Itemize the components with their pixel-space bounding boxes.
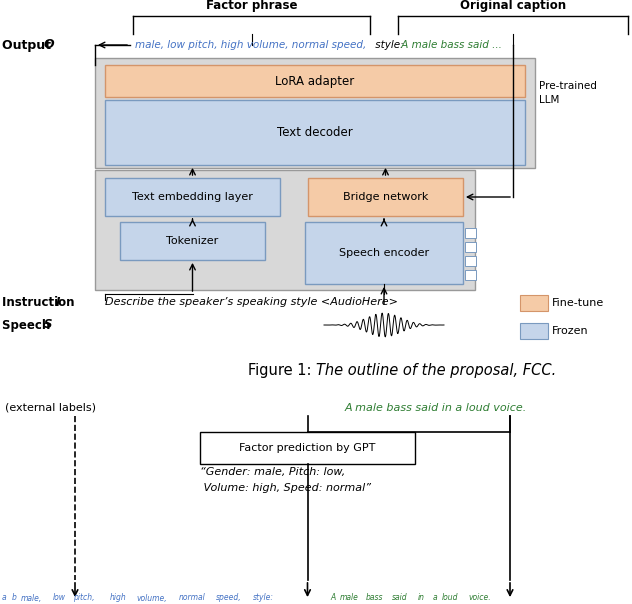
Text: Instruction: Instruction (2, 295, 78, 309)
Text: bass: bass (365, 594, 383, 603)
FancyBboxPatch shape (465, 242, 476, 252)
Text: loud: loud (442, 594, 458, 603)
Text: Factor prediction by GPT: Factor prediction by GPT (240, 443, 375, 453)
Text: male, low pitch, high volume, normal speed,: male, low pitch, high volume, normal spe… (135, 40, 367, 50)
Text: Output: Output (2, 39, 56, 51)
FancyBboxPatch shape (200, 432, 415, 464)
Text: LLM: LLM (539, 95, 559, 105)
FancyBboxPatch shape (95, 170, 475, 290)
Text: A: A (330, 594, 335, 603)
Text: S: S (44, 318, 52, 332)
Text: Volume: high, Speed: normal”: Volume: high, Speed: normal” (200, 483, 371, 493)
FancyBboxPatch shape (520, 323, 548, 339)
Text: Speech: Speech (2, 318, 54, 332)
Text: speed,: speed, (216, 594, 241, 603)
Text: O: O (44, 39, 54, 51)
Text: Bridge network: Bridge network (343, 192, 428, 202)
Text: high: high (110, 594, 127, 603)
Text: in: in (418, 594, 425, 603)
FancyBboxPatch shape (105, 178, 280, 216)
Text: style:: style: (253, 594, 274, 603)
Text: style:: style: (372, 40, 404, 50)
Text: normal: normal (178, 594, 205, 603)
Text: Tokenizer: Tokenizer (166, 236, 219, 246)
FancyBboxPatch shape (465, 270, 476, 280)
Text: voice.: voice. (468, 594, 490, 603)
Text: said: said (391, 594, 407, 603)
Text: Figure 1:: Figure 1: (248, 362, 316, 378)
Text: a: a (432, 594, 437, 603)
FancyBboxPatch shape (308, 178, 463, 216)
FancyBboxPatch shape (520, 295, 548, 311)
FancyBboxPatch shape (95, 58, 535, 168)
Text: male: male (339, 594, 358, 603)
Text: Text embedding layer: Text embedding layer (132, 192, 253, 202)
FancyBboxPatch shape (465, 228, 476, 238)
Text: Fine-tune: Fine-tune (552, 298, 604, 308)
Text: Factor phrase: Factor phrase (206, 0, 297, 12)
Text: b: b (11, 594, 16, 603)
Text: pitch,: pitch, (73, 594, 95, 603)
Text: low: low (52, 594, 66, 603)
Text: I: I (56, 295, 61, 309)
Text: Frozen: Frozen (552, 326, 588, 336)
Text: A male bass said ...: A male bass said ... (398, 40, 502, 50)
FancyBboxPatch shape (305, 222, 463, 284)
Text: male,: male, (21, 594, 42, 603)
Text: Original caption: Original caption (460, 0, 566, 12)
FancyBboxPatch shape (105, 100, 525, 165)
Text: Text decoder: Text decoder (277, 126, 353, 139)
Text: a: a (2, 594, 6, 603)
FancyBboxPatch shape (105, 65, 525, 97)
Text: Speech encoder: Speech encoder (339, 248, 429, 258)
Text: LoRA adapter: LoRA adapter (276, 74, 355, 88)
Text: The outline of the proposal, FCC.: The outline of the proposal, FCC. (316, 362, 556, 378)
Text: A male bass said in a loud voice.: A male bass said in a loud voice. (345, 403, 527, 413)
Text: Pre-trained: Pre-trained (539, 81, 597, 91)
Text: (external labels): (external labels) (5, 403, 96, 413)
Text: volume,: volume, (136, 594, 167, 603)
FancyBboxPatch shape (465, 256, 476, 266)
Text: “Gender: male, Pitch: low,: “Gender: male, Pitch: low, (200, 467, 345, 477)
Text: Describe the speaker’s speaking style <AudioHere>: Describe the speaker’s speaking style <A… (105, 297, 398, 307)
FancyBboxPatch shape (120, 222, 265, 260)
